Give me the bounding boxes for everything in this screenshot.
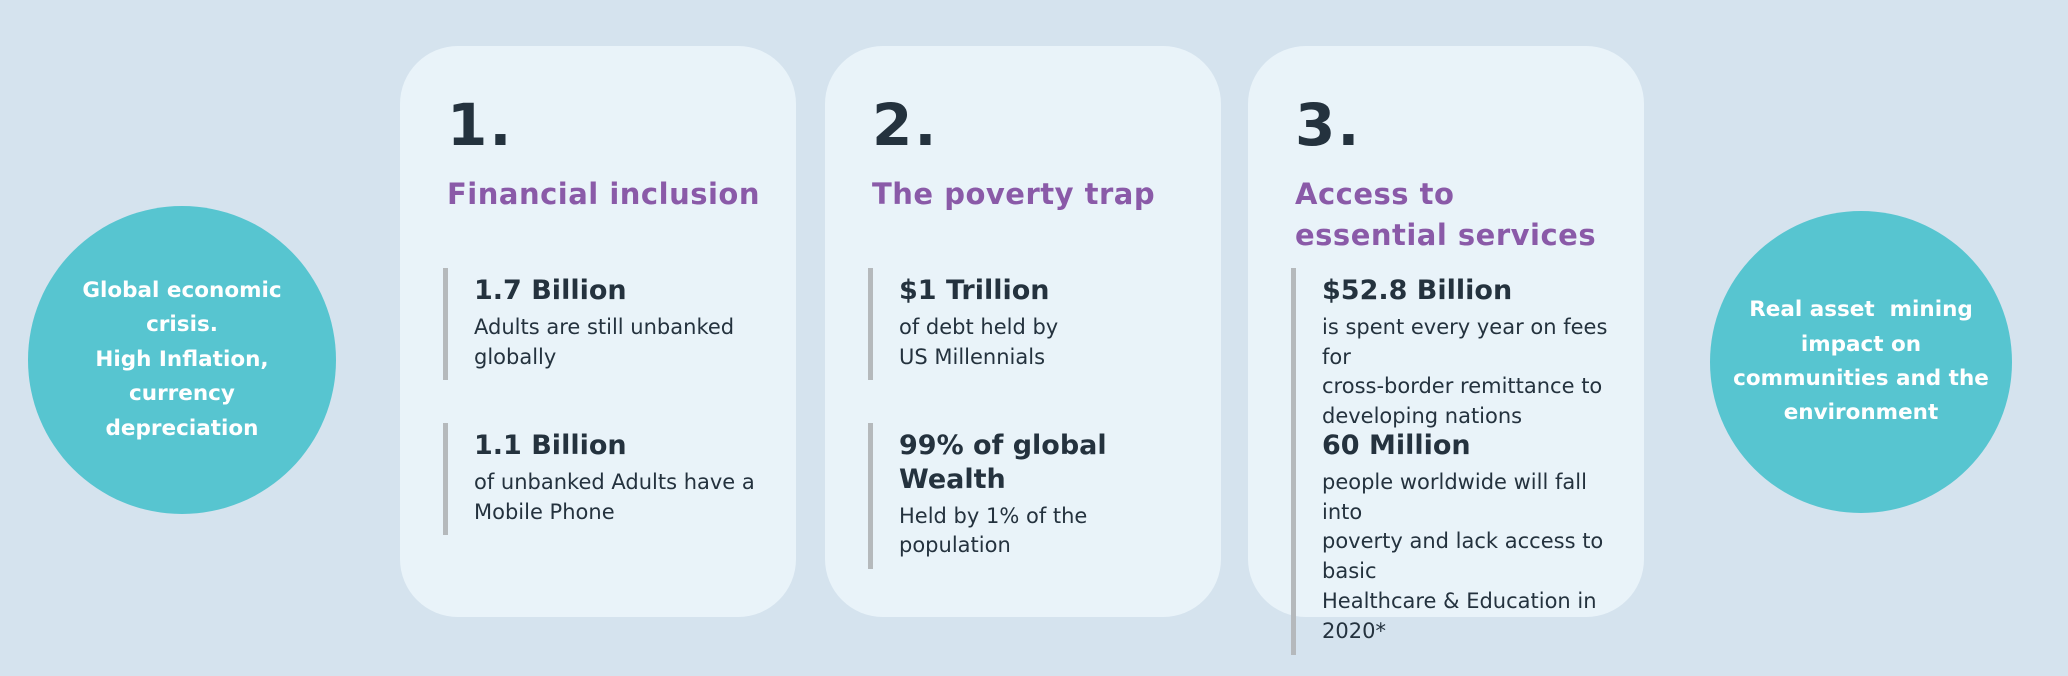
stat-item: $52.8 Billion is spent every year on fee… [1291, 268, 1628, 440]
stat-value: 1.7 Billion [474, 275, 627, 306]
stat-value: $1 Trillion [899, 275, 1050, 306]
mining-impact-circle: Real asset mining impact on communities … [1710, 211, 2012, 513]
card-title: Financial inclusion [447, 177, 760, 211]
stat-item: 1.1 Billion of unbanked Adults have a Mo… [443, 423, 780, 536]
stat-description: of debt held by US Millennials [899, 314, 1059, 369]
stat-item: 1.7 Billion Adults are still unbanked gl… [443, 268, 780, 381]
card-poverty-trap: 2. The poverty trap $1 Trillion of debt … [825, 46, 1221, 617]
stat-description: of unbanked Adults have a Mobile Phone [474, 469, 755, 524]
card-title: Access to essential services [1295, 177, 1597, 252]
card-title: The poverty trap [872, 177, 1156, 211]
stat-description: people worldwide will fall into poverty … [1322, 469, 1604, 643]
card-number: 3. [1295, 91, 1362, 159]
stat-item: 60 Million people worldwide will fall in… [1291, 423, 1628, 655]
stat-value: 60 Million [1322, 430, 1471, 461]
stat-value: 1.1 Billion [474, 430, 627, 461]
card-access-essential-services: 3. Access to essential services $52.8 Bi… [1248, 46, 1644, 655]
stat-value: 99% of global Wealth [899, 430, 1107, 495]
card-number: 2. [872, 91, 939, 159]
stat-description: is spent every year on fees for cross-bo… [1322, 314, 1608, 429]
stat-item: $1 Trillion of debt held by US Millennia… [868, 268, 1205, 381]
stat-description: Held by 1% of the population [899, 503, 1088, 558]
card-number: 1. [447, 91, 514, 159]
stat-description: Adults are still unbanked globally [474, 314, 735, 369]
global-crisis-circle-text: Global economic crisis. High Inflation, … [82, 278, 282, 441]
card-financial-inclusion: 1. Financial inclusion 1.7 Billion Adult… [400, 46, 796, 617]
mining-impact-circle-text: Real asset mining impact on communities … [1733, 297, 1989, 426]
stat-value: $52.8 Billion [1322, 275, 1513, 306]
stat-item: 99% of global Wealth Held by 1% of the p… [868, 423, 1205, 570]
global-crisis-circle: Global economic crisis. High Inflation, … [28, 206, 336, 514]
